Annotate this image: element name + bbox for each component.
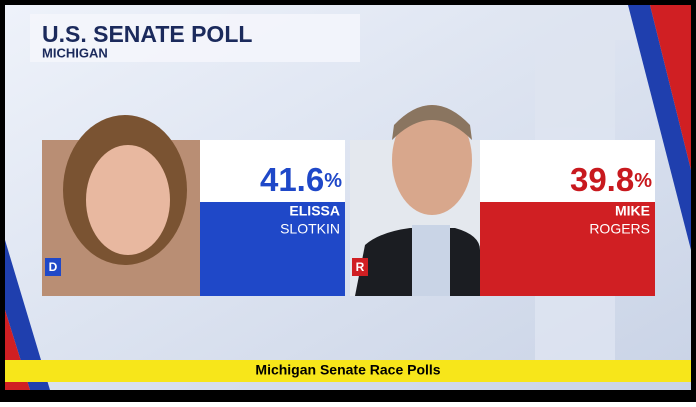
stripe-blue-left [5,240,50,390]
candidate-card: D 41.6% ELISSA SLOTKIN [42,115,345,296]
subtitle: MICHIGAN [42,45,108,60]
last-name: SLOTKIN [280,221,340,237]
last-name: ROGERS [589,221,650,237]
title: U.S. SENATE POLL [42,21,252,47]
percent-value: 41.6 [260,161,324,198]
percent: 39.8% [570,161,652,198]
percent: 41.6% [260,161,342,198]
stripe-blue [628,5,691,250]
party: R [356,260,365,274]
title-panel [30,14,360,62]
percent-unit: % [324,170,342,192]
percent-value: 39.8 [570,161,634,198]
party: D [49,260,58,274]
percent-unit: % [634,170,652,192]
caption: Michigan Senate Race Polls [255,362,440,378]
first-name: MIKE [615,203,650,219]
stripe-red [650,5,691,170]
first-name: ELISSA [289,203,340,219]
candidate-card: R 39.8% MIKE ROGERS [350,105,655,296]
caption-bar [5,360,691,382]
